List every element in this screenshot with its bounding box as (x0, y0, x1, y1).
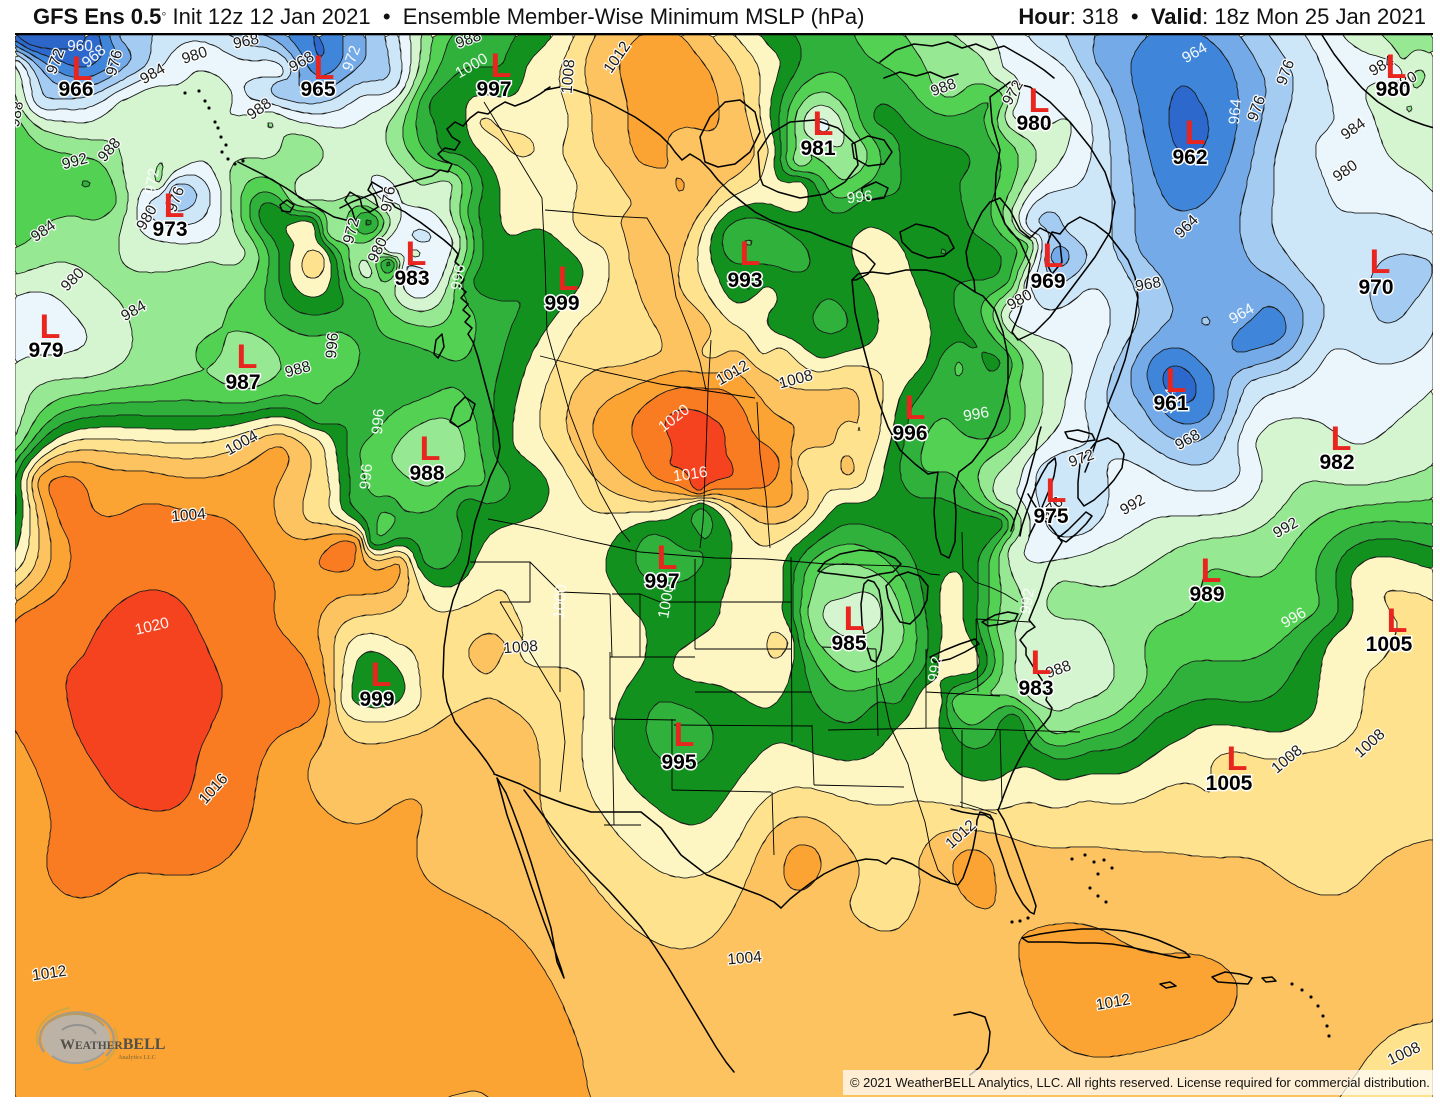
svg-text:L: L (164, 187, 185, 225)
svg-text:964: 964 (1159, 387, 1180, 416)
svg-text:L: L (740, 235, 761, 273)
svg-text:996: 996 (323, 332, 342, 359)
svg-text:1000: 1000 (551, 583, 571, 619)
svg-text:975: 975 (1033, 505, 1068, 528)
svg-text:L: L (1166, 362, 1187, 400)
svg-text:985: 985 (831, 632, 866, 655)
svg-text:L: L (813, 105, 834, 143)
svg-text:L: L (1227, 740, 1248, 778)
svg-text:L: L (905, 389, 926, 427)
svg-text:982: 982 (1319, 451, 1354, 474)
svg-text:L: L (1387, 602, 1408, 640)
svg-text:© 2021 WeatherBELL Analytics,: © 2021 WeatherBELL Analytics, LLC. All r… (850, 1075, 1430, 1090)
svg-text:973: 973 (152, 218, 187, 241)
svg-text:965: 965 (300, 78, 335, 101)
svg-text:1005: 1005 (1206, 772, 1253, 795)
svg-text:L: L (314, 49, 335, 87)
svg-text:980: 980 (1016, 112, 1051, 135)
svg-text:1008: 1008 (559, 59, 579, 95)
svg-text:987: 987 (225, 371, 260, 394)
svg-text:995: 995 (661, 751, 696, 774)
svg-text:960: 960 (67, 38, 93, 55)
svg-text:996: 996 (369, 408, 388, 435)
svg-text:L: L (491, 47, 512, 85)
svg-text:968: 968 (1134, 274, 1162, 295)
svg-text:981: 981 (800, 137, 835, 160)
svg-text:L: L (657, 539, 678, 577)
svg-text:979: 979 (28, 339, 63, 362)
svg-text:996: 996 (357, 463, 376, 490)
svg-text:993: 993 (727, 269, 762, 292)
svg-text:997: 997 (644, 570, 679, 593)
svg-text:989: 989 (1189, 583, 1224, 606)
svg-text:964: 964 (1226, 98, 1245, 126)
svg-text:976: 976 (378, 185, 399, 213)
svg-text:Analytics LLC: Analytics LLC (118, 1055, 156, 1061)
svg-text:L: L (1029, 82, 1050, 120)
svg-text:L: L (371, 656, 392, 694)
svg-text:980: 980 (1375, 78, 1410, 101)
svg-text:L: L (844, 600, 865, 638)
svg-text:L: L (1046, 472, 1067, 510)
svg-text:L: L (72, 50, 93, 88)
svg-text:969: 969 (1030, 270, 1065, 293)
svg-text:999: 999 (544, 292, 579, 315)
svg-text:L: L (420, 430, 441, 468)
svg-text:970: 970 (1358, 276, 1393, 299)
svg-text:1004: 1004 (727, 949, 763, 969)
svg-text:1005: 1005 (1366, 633, 1413, 656)
svg-text:L: L (1331, 420, 1352, 458)
svg-text:L: L (237, 338, 258, 376)
svg-text:L: L (1043, 237, 1064, 275)
svg-text:1008: 1008 (503, 638, 539, 657)
svg-text:966: 966 (58, 78, 93, 101)
svg-text:996: 996 (846, 188, 873, 207)
svg-text:L: L (1201, 552, 1222, 590)
svg-text:972: 972 (142, 167, 163, 195)
svg-text:996: 996 (892, 422, 927, 445)
svg-text:983: 983 (394, 267, 429, 290)
svg-text:1004: 1004 (171, 506, 207, 526)
svg-text:988: 988 (409, 462, 444, 485)
svg-text:1016: 1016 (672, 464, 709, 486)
svg-text:992: 992 (1017, 587, 1038, 615)
svg-text:L: L (1370, 243, 1391, 281)
svg-text:996: 996 (448, 263, 469, 291)
svg-text:962: 962 (1172, 146, 1207, 169)
svg-text:L: L (406, 235, 427, 273)
svg-text:961: 961 (1153, 392, 1188, 415)
svg-text:L: L (674, 716, 695, 754)
svg-text:L: L (1386, 48, 1407, 86)
svg-text:L: L (40, 308, 61, 346)
svg-text:WEATHERBELL: WEATHERBELL (60, 1036, 165, 1053)
svg-text:996: 996 (962, 404, 990, 425)
svg-text:L: L (558, 260, 579, 298)
svg-text:997: 997 (476, 78, 511, 101)
svg-text:992: 992 (925, 655, 946, 683)
svg-text:999: 999 (359, 688, 394, 711)
svg-text:L: L (1185, 114, 1206, 152)
svg-text:1000: 1000 (655, 582, 678, 619)
svg-text:L: L (1031, 644, 1052, 682)
svg-text:983: 983 (1018, 677, 1053, 700)
